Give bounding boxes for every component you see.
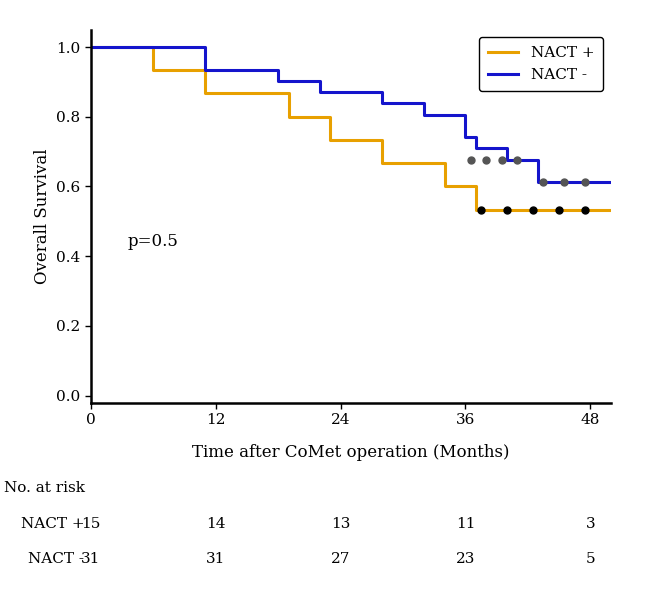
Text: 31: 31 (206, 552, 226, 567)
Text: Time after CoMet operation (Months): Time after CoMet operation (Months) (192, 445, 510, 461)
Text: p=0.5: p=0.5 (127, 233, 178, 250)
Text: 3: 3 (586, 517, 595, 531)
Legend: NACT +, NACT -: NACT +, NACT - (478, 37, 603, 91)
Text: 23: 23 (456, 552, 475, 567)
Text: 27: 27 (331, 552, 350, 567)
Text: 15: 15 (81, 517, 101, 531)
Text: 31: 31 (81, 552, 101, 567)
Y-axis label: Overall Survival: Overall Survival (34, 149, 51, 284)
Text: No. at risk: No. at risk (3, 481, 84, 496)
Text: 5: 5 (586, 552, 595, 567)
Text: 14: 14 (206, 517, 226, 531)
Text: 11: 11 (456, 517, 475, 531)
Text: NACT +: NACT + (21, 517, 84, 531)
Text: NACT -: NACT - (29, 552, 84, 567)
Text: 13: 13 (331, 517, 350, 531)
